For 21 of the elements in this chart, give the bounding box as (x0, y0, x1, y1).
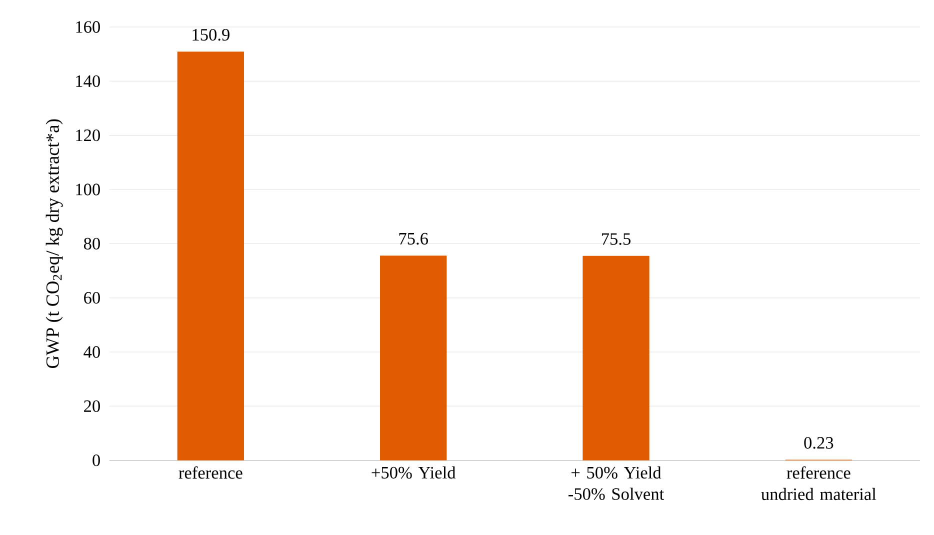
y-tick-label: 0 (92, 454, 100, 466)
x-tick-label: reference (178, 466, 242, 479)
y-tick-label: 100 (76, 184, 100, 196)
bar (380, 256, 447, 460)
data-label: 150.9 (192, 28, 230, 41)
x-tick-label: + 50% Yield -50% Solvent (568, 466, 664, 500)
data-label: 0.23 (804, 437, 834, 449)
y-tick-label: 140 (76, 75, 100, 88)
x-tick-label: reference undried material (761, 466, 876, 500)
y-axis-title: GWP (t CO$_{2}$eq/ kg dry extract*a) (46, 119, 63, 368)
bar (582, 256, 650, 460)
y-tick-label: 40 (84, 346, 100, 358)
data-label: 75.6 (399, 232, 428, 245)
y-tick-label: 80 (84, 238, 100, 250)
bar (177, 52, 244, 460)
y-tick-label: 120 (76, 129, 100, 142)
data-label: 75.5 (602, 233, 630, 245)
x-tick-label: +50% Yield (372, 466, 456, 479)
y-tick-label: 60 (84, 292, 100, 304)
y-tick-label: 20 (84, 400, 100, 412)
y-tick-label: 160 (76, 21, 100, 33)
